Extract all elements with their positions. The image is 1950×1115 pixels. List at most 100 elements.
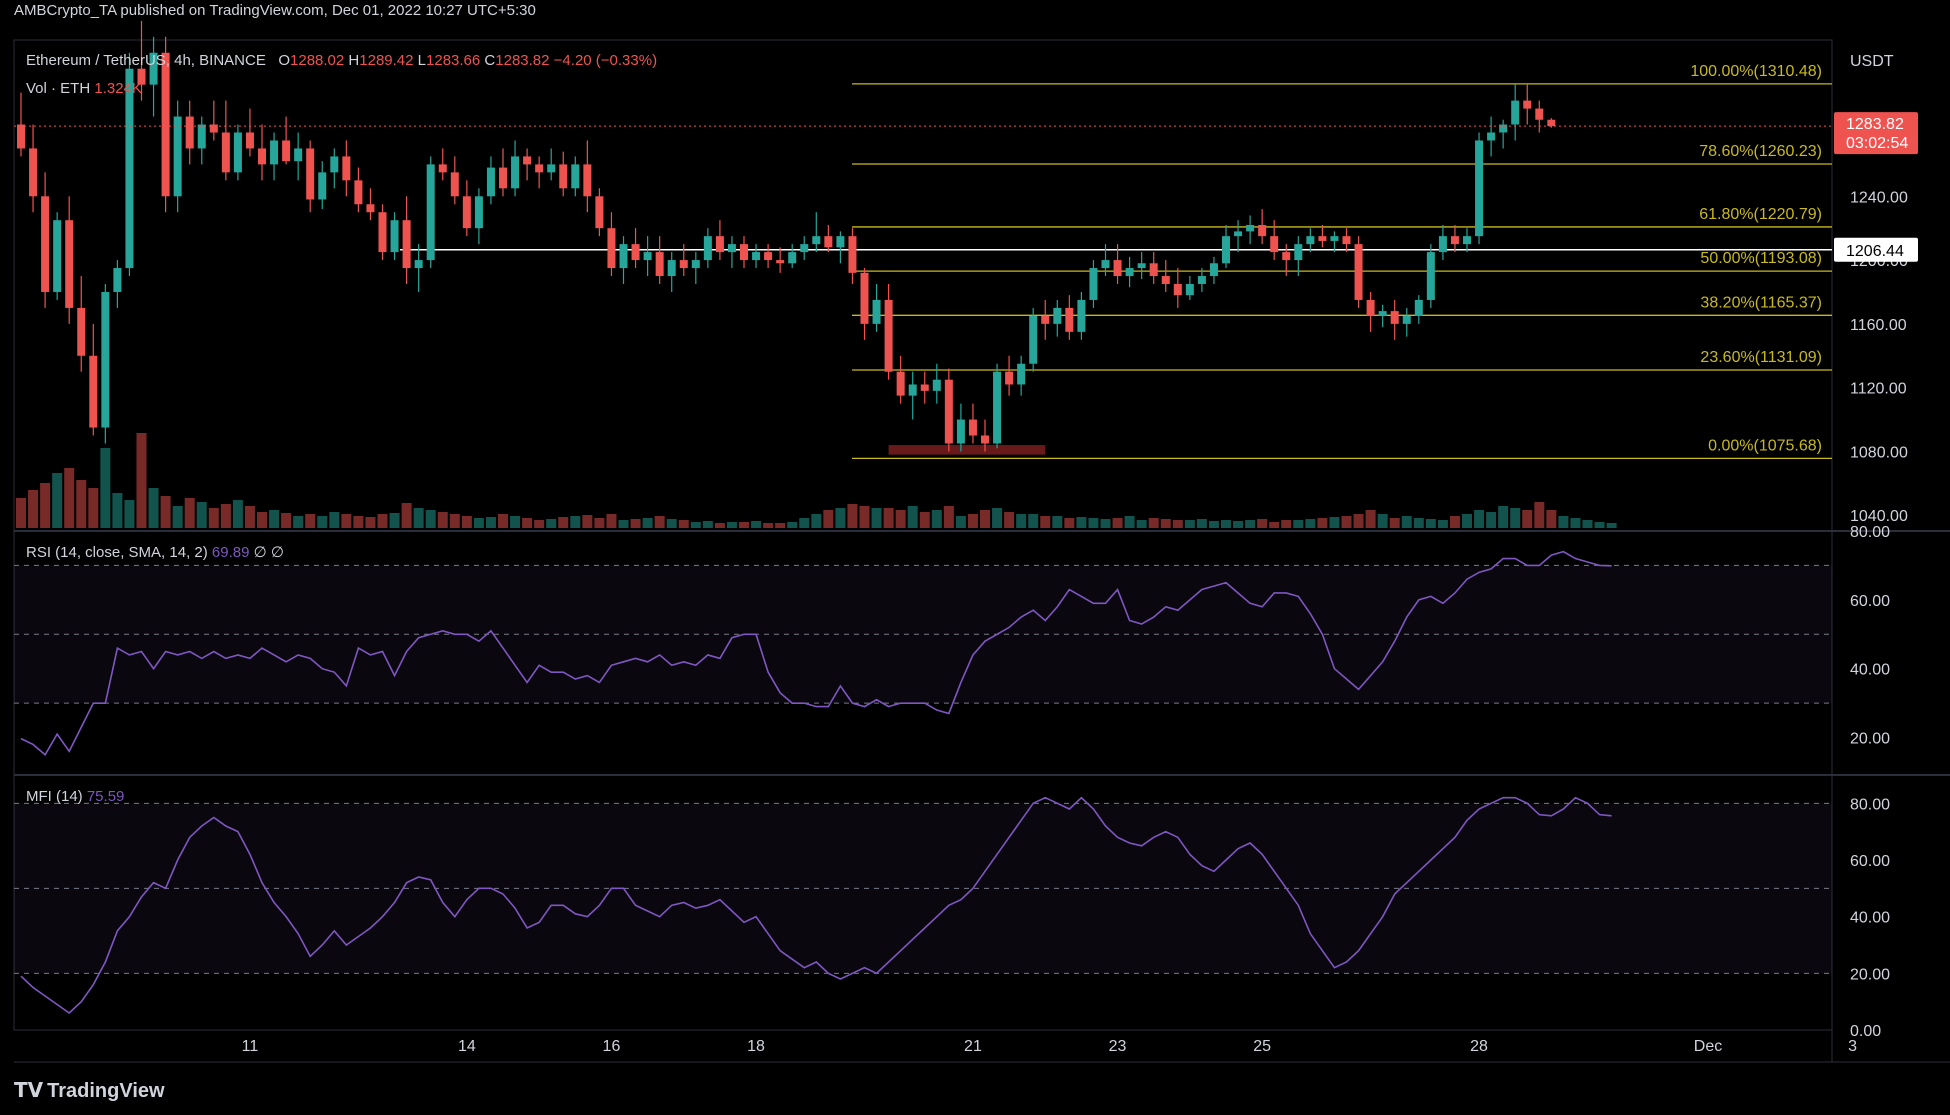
candle-body[interactable] bbox=[426, 164, 435, 261]
candle-body[interactable] bbox=[703, 236, 712, 261]
candle-body[interactable] bbox=[258, 148, 266, 165]
support-zone[interactable] bbox=[888, 445, 1046, 455]
candle-body[interactable] bbox=[65, 220, 74, 308]
candle-body[interactable] bbox=[41, 196, 50, 292]
candle-body[interactable] bbox=[462, 196, 471, 229]
candle-body[interactable] bbox=[1511, 100, 1520, 125]
rsi-line[interactable] bbox=[20, 550, 1612, 757]
candle-body[interactable] bbox=[1197, 276, 1206, 284]
candle-body[interactable] bbox=[691, 260, 700, 269]
candle-body[interactable] bbox=[306, 148, 315, 200]
candle-body[interactable] bbox=[1017, 363, 1026, 385]
candle-body[interactable] bbox=[1366, 299, 1375, 316]
candle-body[interactable] bbox=[872, 299, 881, 324]
candle-body[interactable] bbox=[908, 384, 917, 396]
candle-body[interactable] bbox=[221, 132, 230, 173]
candle-body[interactable] bbox=[1547, 119, 1556, 127]
candle-body[interactable] bbox=[595, 196, 604, 229]
candle-body[interactable] bbox=[679, 260, 688, 269]
mfi-label[interactable]: MFI (14) bbox=[26, 788, 83, 805]
candle-body[interactable] bbox=[185, 116, 194, 149]
candle-body[interactable] bbox=[1113, 260, 1122, 277]
candle-body[interactable] bbox=[1426, 252, 1435, 300]
candle-body[interactable] bbox=[981, 435, 989, 444]
candle-body[interactable] bbox=[1390, 311, 1399, 324]
candle-body[interactable] bbox=[1222, 236, 1230, 264]
candle-body[interactable] bbox=[113, 268, 122, 292]
candle-body[interactable] bbox=[1378, 311, 1387, 316]
candle-body[interactable] bbox=[1065, 307, 1074, 332]
candle-body[interactable] bbox=[17, 124, 25, 149]
candle-body[interactable] bbox=[474, 196, 483, 229]
candle-body[interactable] bbox=[282, 140, 291, 162]
candle-body[interactable] bbox=[1161, 276, 1170, 284]
candle-body[interactable] bbox=[1005, 371, 1014, 385]
candle-body[interactable] bbox=[932, 379, 941, 391]
candle-body[interactable] bbox=[53, 220, 62, 292]
candle-body[interactable] bbox=[752, 252, 761, 261]
candle-body[interactable] bbox=[1414, 299, 1423, 316]
candle-body[interactable] bbox=[354, 180, 363, 205]
candle-body[interactable] bbox=[366, 204, 375, 213]
candle-body[interactable] bbox=[1173, 284, 1182, 296]
candle-body[interactable] bbox=[1463, 236, 1471, 245]
candle-body[interactable] bbox=[29, 148, 38, 197]
candle-body[interactable] bbox=[1246, 224, 1255, 232]
candle-body[interactable] bbox=[1125, 268, 1134, 277]
candle-body[interactable] bbox=[1354, 244, 1363, 300]
candle-body[interactable] bbox=[607, 228, 616, 269]
hline-badge[interactable] bbox=[1834, 237, 1918, 262]
candle-body[interactable] bbox=[233, 132, 242, 173]
candle-body[interactable] bbox=[812, 236, 821, 245]
candle-body[interactable] bbox=[197, 124, 206, 149]
candle-body[interactable] bbox=[1029, 315, 1038, 364]
candle-body[interactable] bbox=[1523, 100, 1532, 109]
candle-body[interactable] bbox=[1282, 252, 1291, 261]
candle-body[interactable] bbox=[77, 307, 86, 356]
last-price-badge[interactable] bbox=[1834, 112, 1918, 155]
candle-body[interactable] bbox=[896, 371, 905, 396]
candle-body[interactable] bbox=[270, 140, 279, 165]
candle-body[interactable] bbox=[523, 156, 532, 165]
candle-body[interactable] bbox=[1535, 108, 1544, 120]
candle-body[interactable] bbox=[438, 164, 447, 173]
candle-body[interactable] bbox=[583, 164, 592, 197]
candle-body[interactable] bbox=[1258, 224, 1267, 237]
candle-body[interactable] bbox=[378, 212, 387, 253]
candle-body[interactable] bbox=[920, 384, 929, 391]
candle-body[interactable] bbox=[89, 355, 98, 428]
candle-body[interactable] bbox=[1342, 236, 1351, 245]
candle-body[interactable] bbox=[1137, 263, 1146, 269]
candle-body[interactable] bbox=[1089, 268, 1098, 300]
candle-body[interactable] bbox=[1234, 231, 1243, 237]
candle-body[interactable] bbox=[1475, 140, 1484, 237]
candle-body[interactable] bbox=[848, 236, 857, 273]
candle-body[interactable] bbox=[1450, 236, 1459, 245]
candle-body[interactable] bbox=[402, 220, 411, 269]
candle-body[interactable] bbox=[1318, 236, 1327, 241]
candle-body[interactable] bbox=[1149, 263, 1158, 277]
candle-body[interactable] bbox=[1330, 236, 1339, 241]
candle-body[interactable] bbox=[776, 260, 785, 264]
candle-body[interactable] bbox=[1077, 299, 1086, 332]
candle-body[interactable] bbox=[1402, 315, 1411, 324]
candle-body[interactable] bbox=[245, 132, 254, 149]
candle-body[interactable] bbox=[1438, 236, 1447, 253]
candle-body[interactable] bbox=[173, 116, 182, 197]
candle-body[interactable] bbox=[968, 419, 977, 436]
candle-body[interactable] bbox=[1041, 315, 1050, 324]
candle-body[interactable] bbox=[643, 252, 652, 261]
mfi-line[interactable] bbox=[20, 796, 1612, 1015]
candle-body[interactable] bbox=[836, 236, 845, 248]
candle-body[interactable] bbox=[571, 164, 580, 189]
candle-body[interactable] bbox=[619, 244, 628, 269]
candle-body[interactable] bbox=[547, 164, 556, 173]
volume-label[interactable]: Vol · ETH bbox=[26, 80, 91, 97]
candle-body[interactable] bbox=[294, 148, 303, 162]
candle-body[interactable] bbox=[149, 52, 158, 85]
candle-body[interactable] bbox=[1101, 260, 1110, 269]
candle-body[interactable] bbox=[390, 220, 399, 253]
candle-body[interactable] bbox=[655, 252, 664, 277]
symbol-title[interactable]: Ethereum / TetherUS, 4h, BINANCE bbox=[26, 52, 266, 69]
